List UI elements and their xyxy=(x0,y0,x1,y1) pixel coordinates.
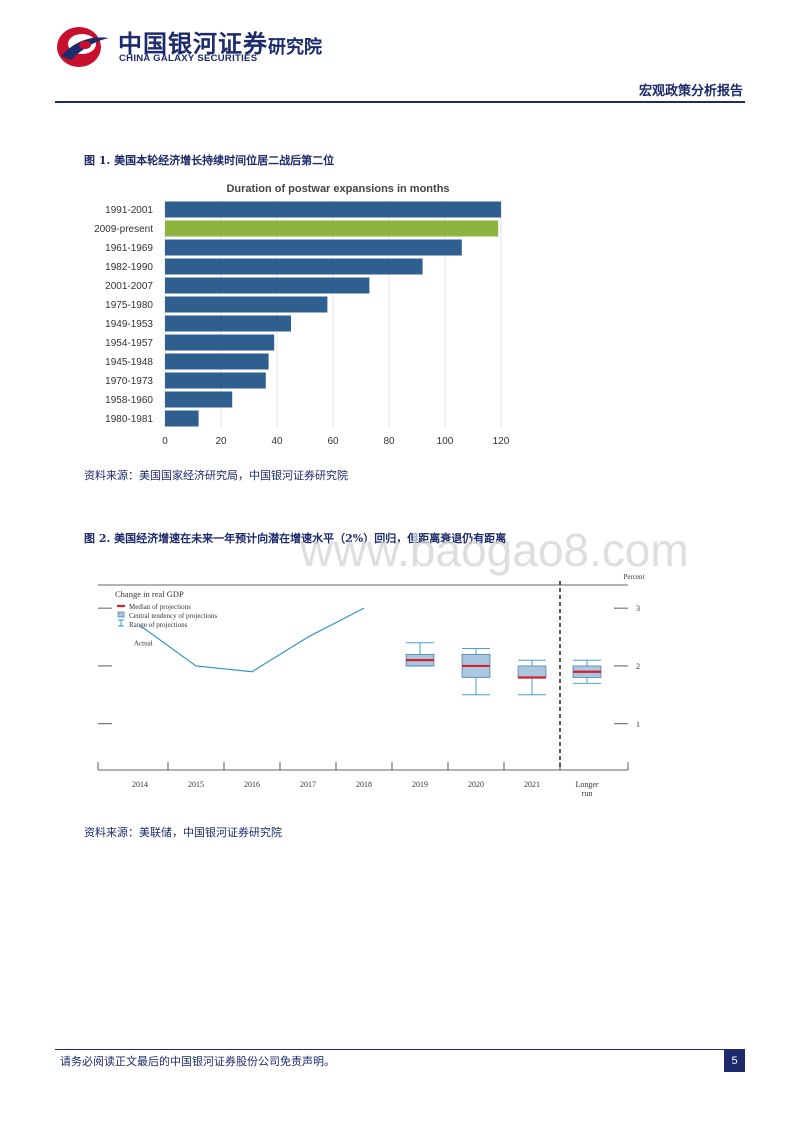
category-label: 2009-present xyxy=(94,224,153,235)
x-tick-label: run xyxy=(582,789,593,798)
category-label: 1945-1948 xyxy=(105,357,153,368)
x-tick-label: 2016 xyxy=(244,780,260,789)
bar-1991-2001 xyxy=(165,201,501,218)
x-tick-label: 60 xyxy=(327,436,339,447)
bar-1975-1980 xyxy=(165,296,328,313)
category-label: 1958-1960 xyxy=(105,395,153,406)
bar-1970-1973 xyxy=(165,372,266,389)
footer-disclaimer: 请务必阅读正文最后的中国银河证券股份公司免责声明。 xyxy=(60,1055,335,1068)
galaxy-logo-icon xyxy=(57,27,109,67)
figure-2-source: 资料来源：美联储，中国银河证券研究院 xyxy=(84,826,282,839)
x-tick-label: 2020 xyxy=(468,780,484,789)
series-label-actual: Actual xyxy=(134,639,153,647)
x-tick-label: 2019 xyxy=(412,780,428,789)
watermark-text: www.baogao8.com xyxy=(300,524,689,576)
y-tick-label: 1 xyxy=(636,720,640,729)
gdp-projection-chart: Percent 1 2 3 2014 2015 2016 2017 2018 2019 2020 20… xyxy=(97,573,645,798)
chart-1-title: Duration of postwar expansions in months xyxy=(226,183,449,195)
bar-1961-1969 xyxy=(165,239,462,256)
x-tick-label: 80 xyxy=(383,436,395,447)
category-label: 1961-1969 xyxy=(105,243,153,254)
x-tick-label: 0 xyxy=(162,436,168,447)
bar-1980-1981 xyxy=(165,410,199,427)
legend-entry: Median of projections xyxy=(129,603,191,611)
report-type-label: 宏观政策分析报告 xyxy=(638,84,743,99)
projection-2019 xyxy=(405,642,435,667)
bar-1982-1990 xyxy=(165,258,423,275)
logo-en-name: CHINA GALAXY SECURITIES xyxy=(119,53,258,64)
bar-2001-2007 xyxy=(165,277,370,294)
figure-1-source: 资料来源：美国国家经济研究局，中国银河证券研究院 xyxy=(84,469,348,482)
x-tick-label: 2015 xyxy=(188,780,204,789)
legend-entry: Range of projections xyxy=(129,621,188,629)
chart-2-title: Change in real GDP xyxy=(115,589,184,599)
category-label: 1982-1990 xyxy=(105,262,153,273)
projection-2020 xyxy=(461,648,491,696)
category-label: 1975-1980 xyxy=(105,300,153,311)
x-tick-label: 100 xyxy=(437,436,454,447)
legend-tendency-swatch xyxy=(117,611,125,618)
x-tick-label: 2021 xyxy=(524,780,540,789)
actual-gdp-line xyxy=(139,607,365,673)
y-tick-label: 2 xyxy=(636,662,640,671)
projection-2021 xyxy=(517,659,547,696)
x-tick-label: 2014 xyxy=(132,780,148,789)
x-tick-label: 2018 xyxy=(356,780,372,789)
category-label: 2001-2007 xyxy=(105,281,153,292)
x-tick-label: 20 xyxy=(215,436,227,447)
category-label: 1980-1981 xyxy=(105,414,153,425)
x-tick-label: 40 xyxy=(271,436,283,447)
bar-2009-present xyxy=(165,220,499,237)
category-label: 1949-1953 xyxy=(105,319,153,330)
page-number: 5 xyxy=(724,1050,745,1072)
legend-range-swatch xyxy=(118,619,124,627)
central-tendency-box xyxy=(517,665,547,678)
legend-entry: Central tendency of projections xyxy=(129,612,217,620)
figure-2-title: 图 2. 美国经济增速在未来一年预计向潜在增速水平（2%）回归，但距离衰退仍有距… xyxy=(84,532,507,545)
unit-label: Percent xyxy=(624,573,645,581)
footer-divider xyxy=(55,1049,745,1050)
x-tick-label: 2017 xyxy=(300,780,316,789)
projection-longer-run xyxy=(572,659,602,684)
expansion-duration-bar-chart: Duration of postwar expansions in months… xyxy=(94,183,510,447)
x-tick-label: 120 xyxy=(493,436,510,447)
logo-cn-name: 中国银河证券 xyxy=(118,30,268,58)
bar-1949-1953 xyxy=(165,315,291,332)
category-label: 1970-1973 xyxy=(105,376,153,387)
logo-institute: 研究院 xyxy=(268,37,322,58)
y-tick-label: 3 xyxy=(636,604,640,613)
bar-1958-1960 xyxy=(165,391,233,408)
x-tick-label: Longer xyxy=(575,780,598,789)
bar-1954-1957 xyxy=(165,334,275,351)
category-label: 1991-2001 xyxy=(105,205,153,216)
figure-1-title: 图 1. 美国本轮经济增长持续时间位居二战后第二位 xyxy=(84,154,335,167)
category-label: 1954-1957 xyxy=(105,338,153,349)
bar-1945-1948 xyxy=(165,353,269,370)
header-divider xyxy=(55,101,745,103)
